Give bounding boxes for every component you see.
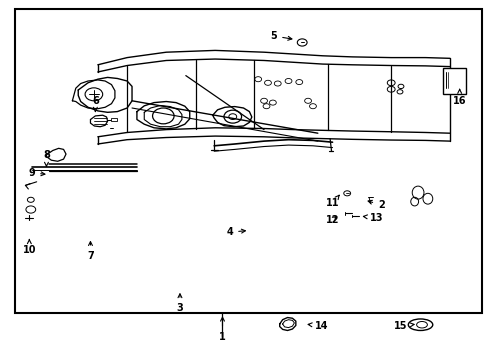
Text: 6: 6 <box>92 96 99 112</box>
Text: 3: 3 <box>176 294 183 313</box>
Text: 5: 5 <box>270 31 291 41</box>
Text: 15: 15 <box>393 321 413 331</box>
Text: 4: 4 <box>226 227 245 237</box>
Text: 10: 10 <box>22 239 36 255</box>
Bar <box>111 118 117 121</box>
Bar <box>442 68 465 94</box>
Text: 13: 13 <box>363 213 383 223</box>
Text: 11: 11 <box>325 195 339 208</box>
Text: 16: 16 <box>452 89 466 106</box>
Text: 2: 2 <box>367 200 384 210</box>
Text: 1: 1 <box>219 317 225 342</box>
Text: 8: 8 <box>43 150 50 166</box>
Text: 7: 7 <box>87 242 94 261</box>
Text: 14: 14 <box>307 321 328 331</box>
Bar <box>15 9 481 313</box>
Text: 12: 12 <box>325 215 339 225</box>
Text: 9: 9 <box>28 168 45 178</box>
